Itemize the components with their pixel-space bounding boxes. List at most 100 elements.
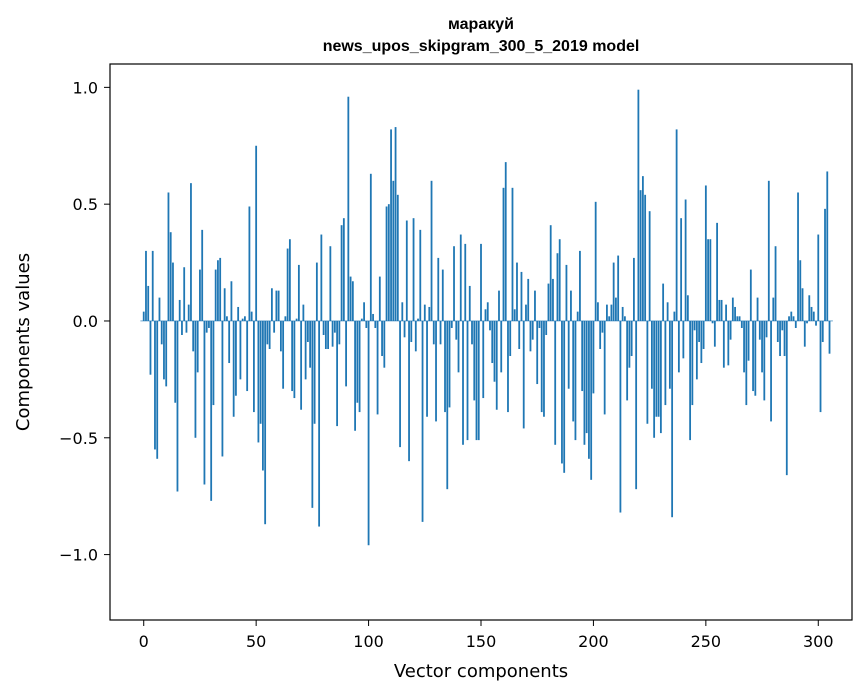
bar	[248, 206, 251, 321]
bar	[237, 306, 240, 321]
bar	[147, 285, 150, 321]
bar	[781, 320, 784, 331]
bar	[549, 225, 552, 321]
bar	[810, 306, 813, 321]
bar	[333, 320, 336, 333]
bar	[493, 320, 496, 382]
bar	[417, 318, 419, 321]
bar	[812, 311, 815, 321]
bar	[592, 320, 595, 394]
bar	[597, 302, 599, 321]
bar	[554, 320, 557, 445]
bar	[794, 320, 797, 328]
bar	[295, 318, 298, 321]
bar	[797, 192, 799, 321]
bar	[203, 320, 206, 485]
bar	[286, 248, 289, 321]
bar	[776, 320, 779, 342]
bar	[369, 173, 372, 321]
bar	[761, 320, 763, 373]
bar	[473, 320, 476, 401]
bar	[731, 297, 734, 321]
bar	[617, 255, 620, 321]
bar	[468, 285, 471, 321]
bar	[223, 288, 226, 321]
bar	[167, 192, 170, 321]
bar	[808, 295, 811, 321]
bar	[282, 320, 285, 389]
bar	[767, 180, 770, 321]
y-axis-label: Components values	[13, 253, 34, 431]
bar	[792, 316, 795, 321]
bar	[329, 246, 332, 321]
bar	[509, 320, 512, 357]
bar	[414, 320, 417, 352]
bar	[399, 320, 401, 448]
bar	[401, 302, 404, 321]
bar	[412, 218, 415, 321]
bar	[594, 201, 597, 321]
bar	[702, 320, 705, 349]
bar	[677, 320, 680, 373]
bar	[464, 243, 467, 321]
bar	[457, 320, 460, 373]
bar	[603, 320, 606, 415]
bar	[664, 320, 667, 406]
bar	[579, 250, 581, 321]
bar	[385, 206, 388, 321]
bar	[606, 304, 608, 321]
bar	[372, 313, 374, 321]
bar	[801, 288, 804, 321]
y-tick-label: −1.0	[59, 546, 98, 565]
bar	[349, 276, 352, 321]
bar	[659, 320, 662, 434]
bar	[495, 320, 498, 410]
bar	[556, 253, 559, 321]
bar	[713, 320, 716, 347]
bar	[331, 320, 334, 347]
bar	[199, 269, 201, 321]
bar	[244, 316, 246, 321]
bar	[306, 320, 309, 342]
bar	[201, 229, 204, 321]
bar	[446, 320, 449, 490]
bar	[624, 316, 626, 321]
bar	[291, 320, 294, 392]
bar	[318, 320, 321, 527]
bar	[525, 304, 527, 321]
x-tick-label: 200	[578, 632, 609, 651]
bar	[230, 281, 233, 321]
bar	[356, 320, 359, 403]
bar	[707, 239, 709, 321]
bar	[547, 283, 550, 321]
bar	[273, 320, 276, 333]
bar	[430, 180, 433, 321]
bar	[806, 320, 808, 324]
bar	[383, 320, 386, 368]
bar	[824, 208, 826, 321]
bar	[700, 320, 703, 364]
bar	[722, 320, 725, 368]
bar	[588, 320, 590, 459]
bar	[154, 320, 156, 450]
bar	[208, 320, 210, 328]
bar	[486, 302, 489, 321]
bar	[565, 264, 568, 321]
bar	[570, 290, 572, 321]
bar	[358, 320, 361, 413]
bar	[367, 320, 370, 546]
bar	[192, 320, 195, 352]
bar	[639, 190, 642, 321]
bar	[709, 239, 712, 321]
bar	[626, 320, 629, 401]
bar	[581, 320, 584, 392]
y-tick-label: 1.0	[73, 78, 98, 97]
bar	[718, 299, 721, 321]
bar	[536, 320, 539, 385]
bar	[221, 320, 224, 457]
bar	[561, 320, 563, 464]
bar	[504, 162, 507, 321]
bar	[338, 320, 341, 345]
bar	[217, 260, 219, 321]
bar	[390, 129, 392, 321]
